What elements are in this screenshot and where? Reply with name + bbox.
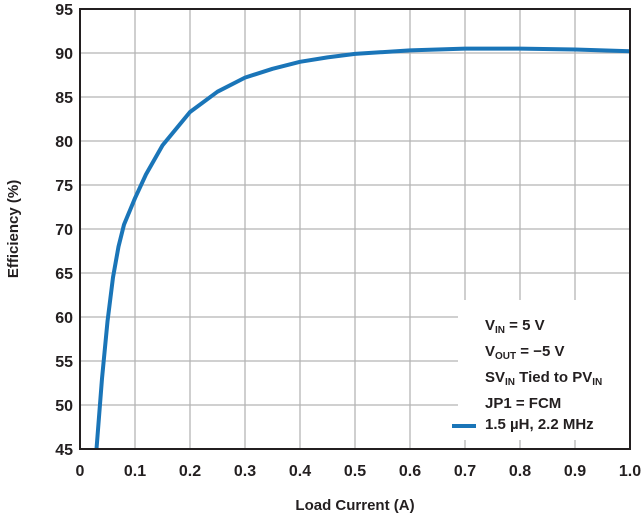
x-tick-label: 0.6 — [399, 463, 421, 480]
x-tick-label: 0 — [76, 463, 85, 480]
x-tick-label: 0.1 — [124, 463, 146, 480]
x-tick-label: 0.2 — [179, 463, 201, 480]
x-axis-label: Load Current (A) — [295, 497, 414, 514]
x-tick-label: 0.8 — [509, 463, 531, 480]
x-tick-label: 0.9 — [564, 463, 586, 480]
x-tick-label: 0.3 — [234, 463, 256, 480]
legend-swatch — [452, 424, 476, 428]
legend-entry: 1.5 µH, 2.2 MHz — [452, 414, 602, 435]
legend-condition-svin: SVIN Tied to PVIN — [485, 369, 603, 388]
y-tick-label: 45 — [55, 442, 73, 459]
legend-condition-vout: VOUT = −5 V — [485, 343, 565, 362]
y-tick-label: 90 — [55, 46, 73, 63]
y-tick-label: 80 — [55, 134, 73, 151]
plot-frame — [79, 8, 631, 450]
y-tick-label: 50 — [55, 398, 73, 415]
x-tick-label: 0.4 — [289, 463, 311, 480]
series-line — [94, 46, 631, 450]
y-tick-label: 70 — [55, 222, 73, 239]
legend-condition-vin: VIN = 5 V — [485, 317, 545, 336]
y-tick-label: 60 — [55, 310, 73, 327]
x-tick-label: 0.5 — [344, 463, 366, 480]
x-tick-label: 0.7 — [454, 463, 476, 480]
y-axis-label: Efficiency (%) — [5, 180, 22, 278]
y-tick-label: 65 — [55, 266, 73, 283]
y-tick-label: 55 — [55, 354, 73, 371]
y-tick-label: 85 — [55, 90, 73, 107]
x-tick-label: 1.0 — [619, 463, 641, 480]
legend-background — [458, 300, 630, 440]
legend-series-label: 1.5 µH, 2.2 MHz — [485, 416, 594, 433]
y-tick-label: 75 — [55, 178, 73, 195]
legend-condition-jp1: JP1 = FCM — [485, 395, 562, 412]
y-tick-label: 95 — [55, 2, 73, 19]
legend: VIN = 5 V VOUT = −5 V SVIN Tied to PVIN … — [452, 315, 603, 435]
